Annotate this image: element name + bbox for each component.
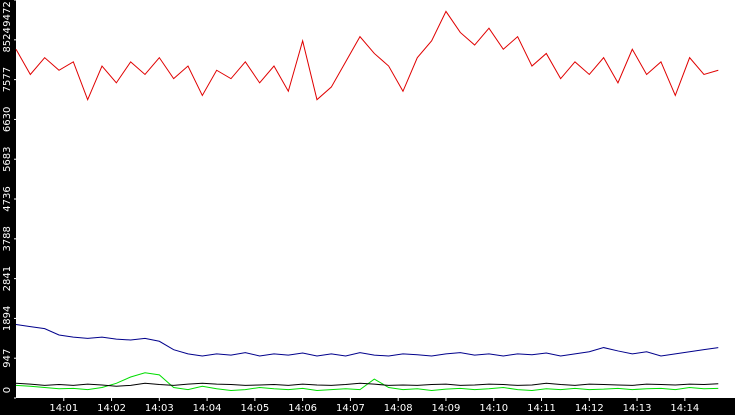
x-tick-label: 14:01: [49, 403, 78, 414]
y-tick-label: 8524: [2, 27, 13, 52]
y-tick-label: 6630: [2, 107, 13, 132]
x-tick-label: 14:03: [145, 403, 174, 414]
x-tick-label: 14:09: [432, 403, 461, 414]
series-line: [15, 382, 719, 387]
y-tick-label: 4736: [2, 186, 13, 211]
y-tick-label: 9472: [2, 1, 13, 26]
x-axis-strip: [0, 398, 735, 415]
x-tick-label: 14:11: [527, 403, 556, 414]
series-line: [15, 323, 719, 357]
x-tick-label: 14:02: [97, 403, 126, 414]
x-tick-label: 14:10: [479, 403, 508, 414]
y-tick-label: 1894: [2, 306, 13, 331]
y-tick-label: 3788: [2, 226, 13, 251]
y-tick-label: 0: [2, 387, 13, 393]
x-tick-label: 14:04: [193, 403, 222, 414]
x-tick-label: 14:06: [288, 403, 317, 414]
y-tick-label: 947: [2, 349, 13, 368]
series-line: [15, 372, 719, 391]
x-tick-label: 14:14: [670, 403, 699, 414]
series-line: [15, 10, 719, 102]
y-tick-label: 2841: [2, 266, 13, 291]
x-tick-label: 14:05: [240, 403, 269, 414]
y-tick-label: 5683: [2, 146, 13, 171]
y-axis-strip: [0, 0, 16, 415]
x-tick-label: 14:07: [336, 403, 365, 414]
x-tick-label: 14:13: [623, 403, 652, 414]
x-tick-label: 14:08: [384, 403, 413, 414]
y-tick-label: 7577: [2, 67, 13, 92]
x-tick-label: 14:12: [575, 403, 604, 414]
